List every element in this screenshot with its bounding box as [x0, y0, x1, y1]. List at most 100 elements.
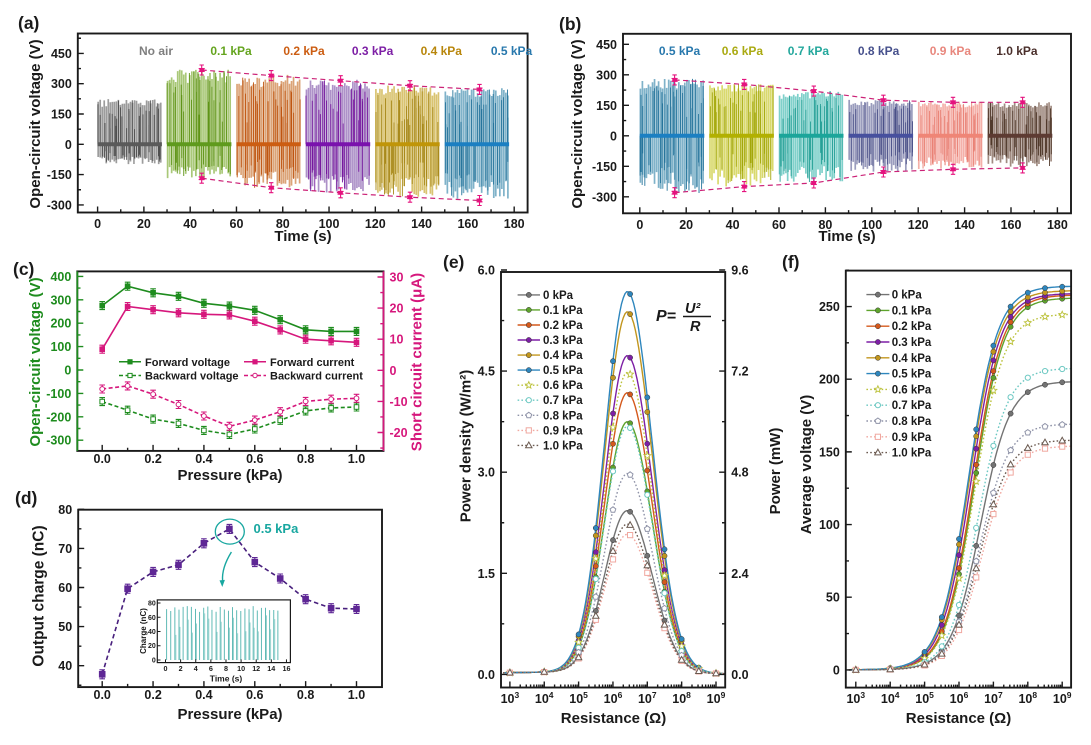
svg-text:2: 2 [179, 664, 183, 673]
svg-text:0: 0 [833, 663, 840, 677]
svg-text:Power (mW): Power (mW) [767, 428, 784, 515]
svg-text:6: 6 [209, 664, 213, 673]
svg-text:0.5 kPa: 0.5 kPa [543, 365, 583, 377]
svg-text:0.9 kPa: 0.9 kPa [930, 44, 972, 58]
svg-text:0.4: 0.4 [195, 688, 212, 702]
svg-text:Short circuit current (μA): Short circuit current (μA) [409, 273, 426, 451]
svg-text:20: 20 [148, 643, 156, 650]
svg-text:Open-circuit voltage (V): Open-circuit voltage (V) [27, 277, 44, 446]
svg-text:160: 160 [457, 217, 478, 231]
svg-text:0 kPa: 0 kPa [543, 290, 574, 302]
svg-text:-100: -100 [46, 387, 71, 401]
svg-text:120: 120 [908, 218, 929, 232]
svg-text:(b): (b) [559, 14, 581, 34]
svg-text:120: 120 [365, 217, 386, 231]
svg-text:100: 100 [819, 518, 840, 532]
svg-text:(e): (e) [443, 252, 464, 272]
svg-text:Open-circuit voltage (V): Open-circuit voltage (V) [569, 39, 586, 208]
svg-text:0.0: 0.0 [478, 668, 495, 682]
svg-text:1.5: 1.5 [478, 567, 495, 581]
svg-text:300: 300 [596, 68, 617, 82]
svg-text:0.1 kPa: 0.1 kPa [543, 305, 583, 317]
svg-text:0.3 kPa: 0.3 kPa [892, 337, 932, 349]
svg-text:R: R [690, 319, 701, 335]
svg-text:450: 450 [596, 38, 617, 52]
svg-text:4: 4 [194, 664, 198, 673]
svg-text:100: 100 [50, 340, 71, 354]
svg-text:0.0: 0.0 [94, 452, 111, 466]
svg-text:0.1 kPa: 0.1 kPa [210, 44, 252, 58]
svg-text:40: 40 [58, 659, 72, 673]
svg-text:7.2: 7.2 [731, 365, 748, 379]
svg-text:0.8: 0.8 [297, 688, 314, 702]
svg-text:(f): (f) [782, 252, 799, 272]
svg-text:0: 0 [610, 129, 617, 143]
svg-text:0.3 kPa: 0.3 kPa [352, 44, 394, 58]
svg-text:0: 0 [390, 364, 397, 378]
svg-text:300: 300 [51, 77, 72, 91]
svg-text:0.6: 0.6 [246, 688, 263, 702]
svg-text:200: 200 [819, 373, 840, 387]
svg-text:-20: -20 [390, 426, 408, 440]
svg-text:0.5 kPa: 0.5 kPa [254, 521, 300, 536]
svg-text:0 kPa: 0 kPa [892, 290, 923, 302]
svg-text:50: 50 [826, 591, 840, 605]
svg-text:Pressure (kPa): Pressure (kPa) [177, 706, 282, 723]
svg-text:40: 40 [183, 217, 197, 231]
svg-text:0.9 kPa: 0.9 kPa [892, 432, 932, 444]
svg-text:0.2 kPa: 0.2 kPa [283, 44, 325, 58]
svg-text:0.2 kPa: 0.2 kPa [892, 321, 932, 333]
svg-text:Time (s): Time (s) [274, 228, 331, 245]
svg-text:20: 20 [679, 218, 693, 232]
svg-text:Forward current: Forward current [270, 357, 355, 369]
svg-text:(c): (c) [13, 259, 34, 279]
svg-text:0.2: 0.2 [144, 452, 161, 466]
svg-text:0.4 kPa: 0.4 kPa [543, 350, 583, 362]
svg-text:-200: -200 [46, 410, 71, 424]
svg-text:60: 60 [58, 581, 72, 595]
svg-text:200: 200 [50, 317, 71, 331]
svg-text:4.8: 4.8 [731, 466, 748, 480]
svg-text:1.0 kPa: 1.0 kPa [996, 44, 1038, 58]
svg-text:0.4: 0.4 [195, 452, 212, 466]
svg-text:9.6: 9.6 [731, 264, 748, 278]
svg-text:0.2: 0.2 [144, 688, 161, 702]
svg-text:40: 40 [726, 218, 740, 232]
svg-text:P=: P= [656, 308, 676, 325]
svg-text:Backward voltage: Backward voltage [145, 371, 239, 383]
svg-text:400: 400 [50, 270, 71, 284]
svg-text:Output charge (nC): Output charge (nC) [31, 525, 48, 666]
svg-text:4.5: 4.5 [478, 365, 495, 379]
svg-text:Forward voltage: Forward voltage [145, 357, 230, 369]
svg-text:100: 100 [319, 217, 340, 231]
svg-text:60: 60 [772, 218, 786, 232]
svg-text:0.6 kPa: 0.6 kPa [892, 384, 932, 396]
svg-text:3.0: 3.0 [478, 466, 495, 480]
svg-text:No air: No air [139, 44, 173, 58]
svg-text:Open-circuit voltage (V): Open-circuit voltage (V) [27, 39, 44, 208]
svg-text:20: 20 [137, 217, 151, 231]
svg-text:-300: -300 [592, 190, 617, 204]
svg-text:250: 250 [819, 300, 840, 314]
svg-text:-300: -300 [46, 434, 71, 448]
svg-text:10: 10 [237, 664, 245, 673]
svg-text:-10: -10 [390, 395, 408, 409]
svg-text:Time (s): Time (s) [818, 228, 875, 245]
svg-text:0.5 kPa: 0.5 kPa [491, 44, 533, 58]
svg-text:0: 0 [94, 217, 101, 231]
svg-text:0.4 kPa: 0.4 kPa [421, 44, 463, 58]
svg-text:Time (s): Time (s) [210, 674, 243, 684]
svg-text:Resistance (Ω): Resistance (Ω) [906, 710, 1011, 727]
svg-text:10: 10 [390, 333, 404, 347]
svg-text:70: 70 [58, 542, 72, 556]
svg-text:0.0: 0.0 [731, 668, 748, 682]
svg-text:0.9 kPa: 0.9 kPa [543, 425, 583, 437]
svg-text:140: 140 [411, 217, 432, 231]
svg-text:180: 180 [504, 217, 525, 231]
svg-text:1.0 kPa: 1.0 kPa [543, 440, 583, 452]
svg-text:0.6: 0.6 [246, 452, 263, 466]
svg-text:0.8 kPa: 0.8 kPa [892, 416, 932, 428]
svg-text:0.4 kPa: 0.4 kPa [892, 353, 932, 365]
svg-text:8: 8 [224, 664, 228, 673]
svg-text:60: 60 [148, 615, 156, 622]
